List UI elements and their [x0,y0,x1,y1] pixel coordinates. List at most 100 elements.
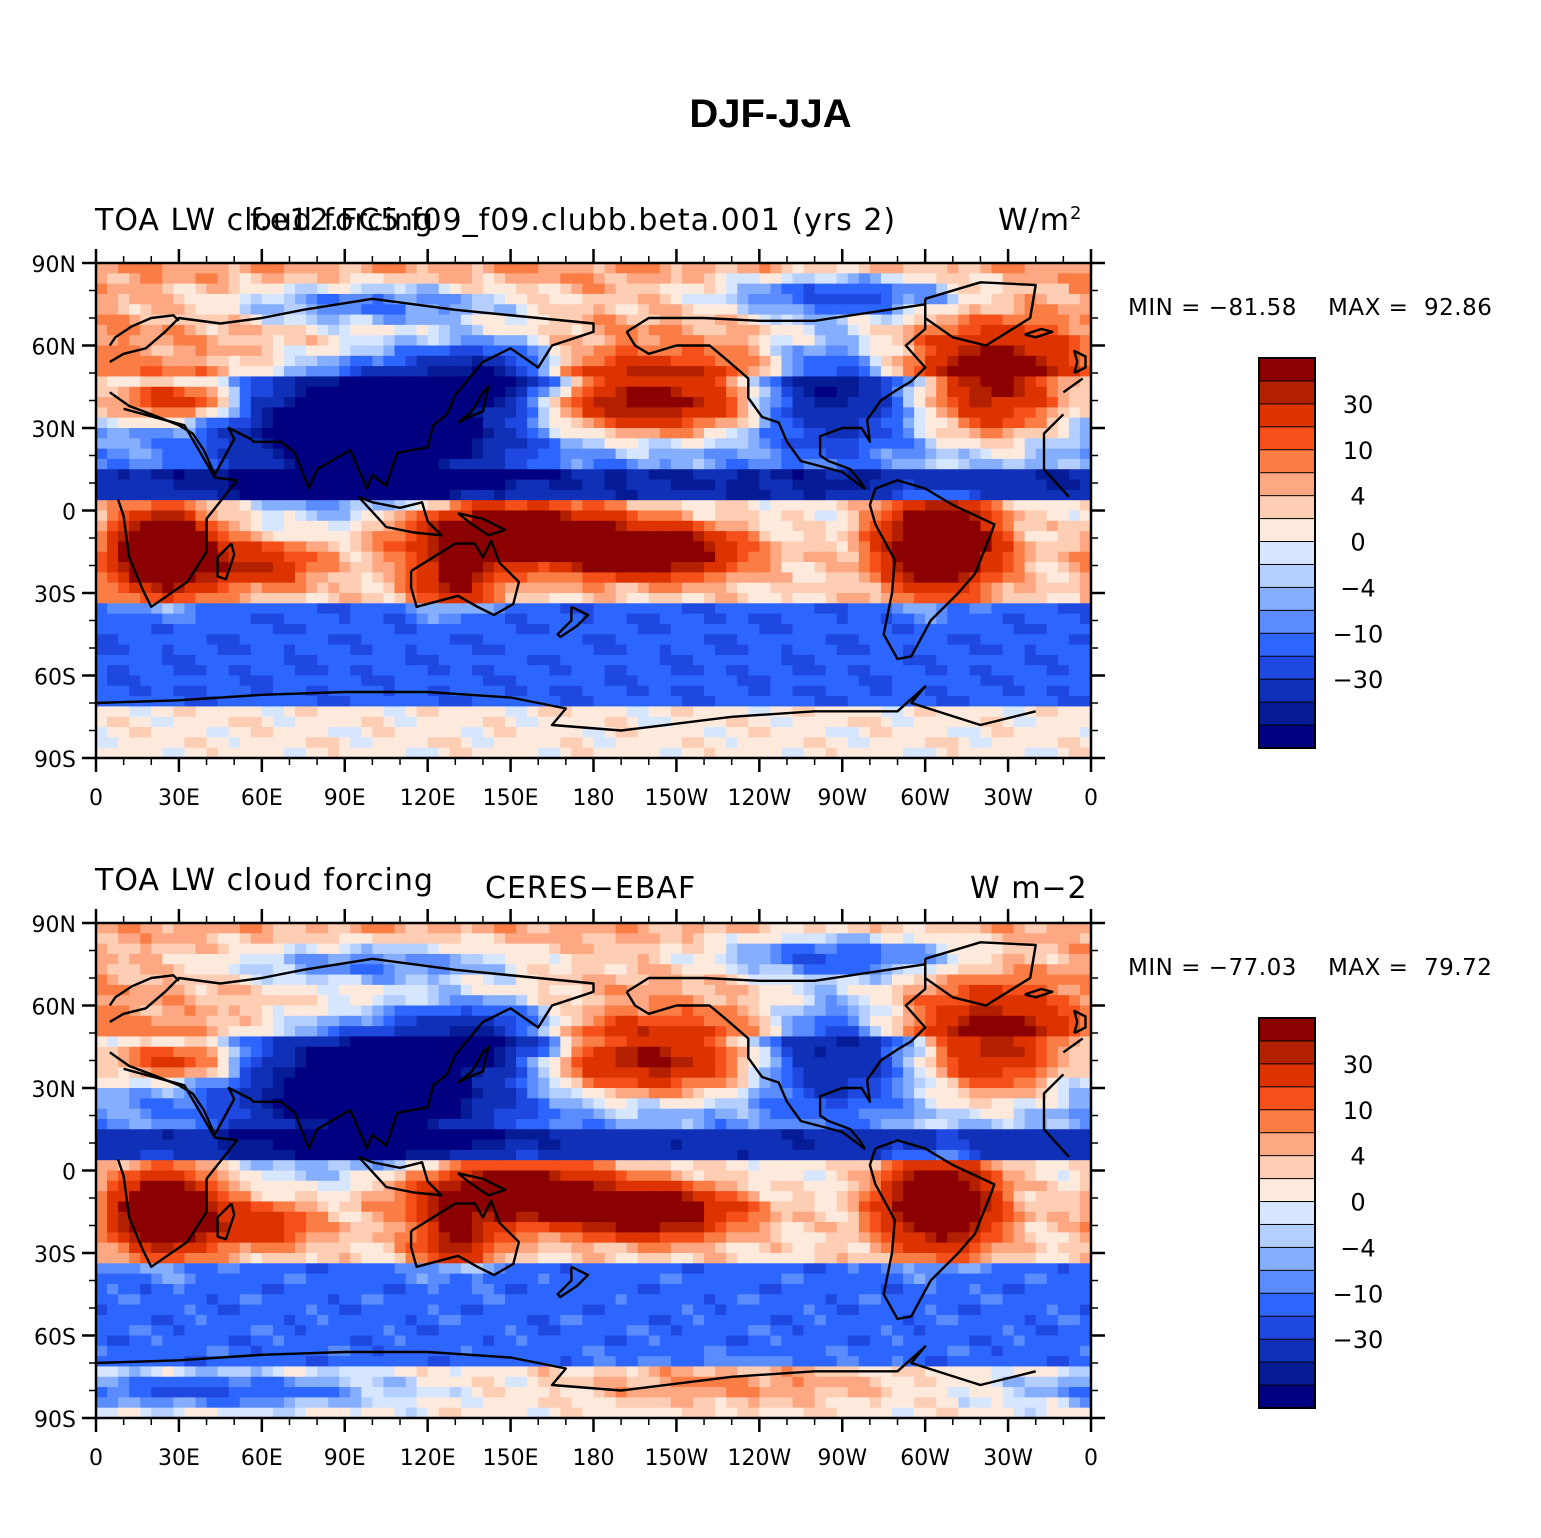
coastline [1073,349,1087,375]
colorbar-swatch [1258,586,1316,612]
colorbar-frame [1258,357,1316,749]
colorbar-swatch [1258,1201,1316,1226]
coastline [457,1172,507,1197]
colorbar-swatch [1258,1315,1316,1341]
units-base: W/m [998,203,1070,238]
lon-tick-label: 150E [483,786,539,811]
colorbar-swatch [1258,678,1316,704]
colorbar-swatch [1258,1040,1316,1065]
coastline [625,303,927,490]
coastline [108,314,180,347]
colorbar-swatch [1258,1017,1316,1042]
map-plot: 90N 60N 30N 0 30S 60S 90S 0 30E 60E 90E 120E 150E 180… [32,249,1384,811]
lat-tick-label: 0 [62,1161,76,1186]
colorbar-swatch [1258,495,1316,520]
coastline [1024,987,1054,999]
lon-tick-label: 60W [900,1446,950,1471]
lon-tick-label: 150W [645,1446,709,1471]
panel-obs: TOA LW cloud forcing CERES−EBAF W m−2 MI… [0,855,1541,1515]
lon-tick-label: 150W [645,786,709,811]
colorbar-swatch [1258,449,1316,474]
coastline [116,1067,1070,1268]
colorbar-label: 30 [1343,391,1374,419]
lat-tick-label: 60N [32,996,76,1021]
lon-tick-label: 0 [89,786,103,811]
colorbar-swatch [1258,472,1316,497]
lat-tick-label: 60S [34,1326,76,1351]
units-sup: 2 [1070,203,1083,224]
lat-tick-label: 90N [32,913,76,938]
coastline [457,1045,490,1084]
lon-tick-label: 30W [983,786,1033,811]
colorbar-label: 4 [1350,483,1365,511]
colorbar-label: 0 [1350,1189,1365,1217]
lat-tick-label: 90S [34,1408,76,1433]
colorbar-swatch [1258,1178,1316,1203]
colorbar-swatch [1258,541,1316,566]
colorbar-swatch [1258,632,1316,658]
lon-tick-label: 0 [89,1446,103,1471]
colorbar-label: −4 [1340,574,1375,602]
colorbar-swatch [1258,426,1316,451]
min-stat: MIN = −77.03 [1128,955,1297,981]
map-plot: 90N 60N 30N 0 30S 60S 90S 0 30E 60E 90E 120E 150E 180… [32,909,1384,1471]
colorbar: 30 10 4 0 −4 −10 −30 [1258,1017,1384,1409]
lon-tick-label: 120E [400,1446,456,1471]
lat-tick-label: 0 [62,501,76,526]
lon-tick-label: 180 [573,1446,615,1471]
coastline [924,281,1037,347]
lon-tick-label: 60E [241,1446,283,1471]
left-label: TOA LW cloud forcing [95,203,434,238]
colorbar-label: −10 [1333,1280,1384,1308]
colorbar-swatch [1258,1063,1316,1088]
colorbar: 30 10 4 0 −4 −10 −30 [1258,357,1384,749]
coastline [409,539,521,617]
colorbar-swatch [1258,563,1316,589]
coastline [108,974,180,1007]
coastline [1024,327,1054,339]
coastline [457,385,490,424]
lat-tick-label: 90S [34,748,76,773]
left-label: TOA LW cloud forcing [95,863,434,898]
colorbar-swatch [1258,1338,1316,1364]
units-label: W m−2 [970,871,1088,906]
colorbar-swatch [1258,609,1316,635]
coastline [457,512,507,537]
lon-tick-label: 30E [158,786,200,811]
colorbar-swatch [1258,1155,1316,1180]
lon-tick-label: 90E [324,786,366,811]
lon-tick-label: 150E [483,1446,539,1471]
coastline [556,605,590,639]
coastline [95,1345,1036,1392]
coastlines [95,281,1087,732]
colorbar-label: 10 [1343,1097,1374,1125]
coastline [357,495,443,537]
coastline [109,297,1084,490]
lat-tick-label: 30S [34,583,76,608]
case-label: f.e12.FC5.f09_f09.clubb.beta.001 (yrs 2) [250,203,897,238]
lon-tick-label: 120E [400,786,456,811]
contour-field [96,263,1092,759]
lon-tick-label: 60W [900,786,950,811]
lat-tick-label: 30N [32,1078,76,1103]
lon-tick-label: 0 [1084,786,1098,811]
colorbar-label: −30 [1333,666,1384,694]
coastline [868,479,996,661]
coastline [1073,1009,1087,1035]
panel-model: TOA LW cloud forcing f.e12.FC5.f09_f09.c… [0,195,1541,855]
lat-tick-label: 90N [32,253,76,278]
colorbar-swatch [1258,1132,1316,1157]
lon-tick-label: 180 [573,786,615,811]
colorbar-swatch [1258,1086,1316,1111]
coastline [95,685,1036,732]
lat-tick-label: 60N [32,336,76,361]
colorbar-swatch [1258,518,1316,543]
colorbar-swatch [1258,724,1316,749]
colorbar-swatch [1258,1292,1316,1318]
coastline [868,1139,996,1321]
coastline [409,1199,521,1277]
lon-tick-label: 90W [817,786,867,811]
colorbar-swatch [1258,1384,1316,1409]
figure-title: DJF-JJA [689,92,852,136]
colorbar-frame [1258,1017,1316,1409]
